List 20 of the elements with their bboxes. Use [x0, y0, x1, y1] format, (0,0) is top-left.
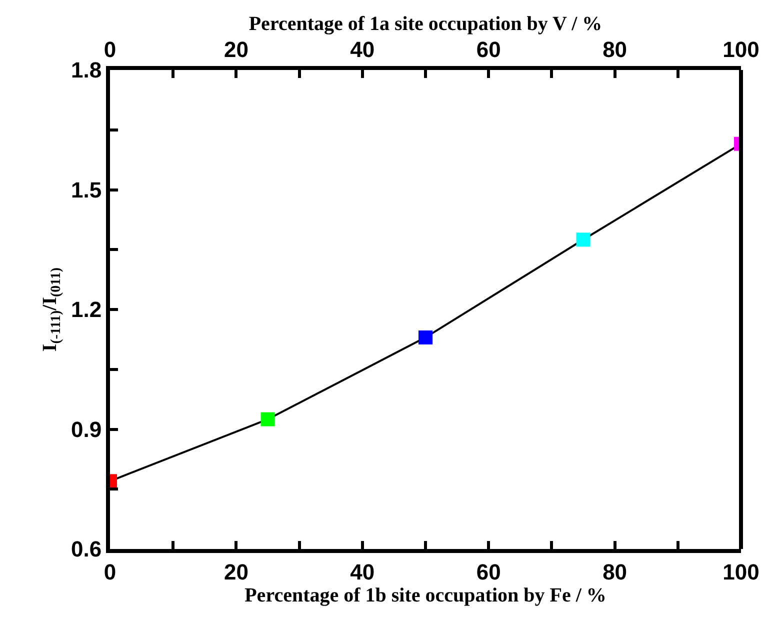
x-tick-label: 80 [602, 37, 628, 62]
y-tick-label: 1.2 [71, 297, 102, 322]
x2-tick-label: 20 [224, 559, 248, 584]
x-tick-label: 0 [104, 37, 116, 62]
x-tick-label: 40 [350, 37, 375, 62]
x2-tick-label: 0 [104, 559, 116, 584]
y-tick-label: 0.6 [71, 536, 102, 562]
x-tick-label: 60 [476, 37, 501, 62]
x2-tick-label: 40 [350, 559, 375, 584]
x-tick-label: 20 [224, 37, 248, 62]
x2-axis-title: Percentage of 1a site occupation by V / % [248, 13, 602, 36]
y-tick-label: 1.5 [71, 177, 102, 202]
x2-tick-label: 60 [476, 559, 501, 584]
x-axis-title: Percentage of 1b site occupation by Fe / % [244, 584, 606, 606]
point [418, 330, 432, 344]
y-tick-label: 0.9 [71, 416, 102, 442]
x-tick-label: 100 [722, 37, 760, 62]
x2-tick-label: 80 [602, 559, 628, 584]
x2-tick-label: 100 [722, 559, 760, 584]
y-tick-label: 1.8 [71, 58, 102, 83]
